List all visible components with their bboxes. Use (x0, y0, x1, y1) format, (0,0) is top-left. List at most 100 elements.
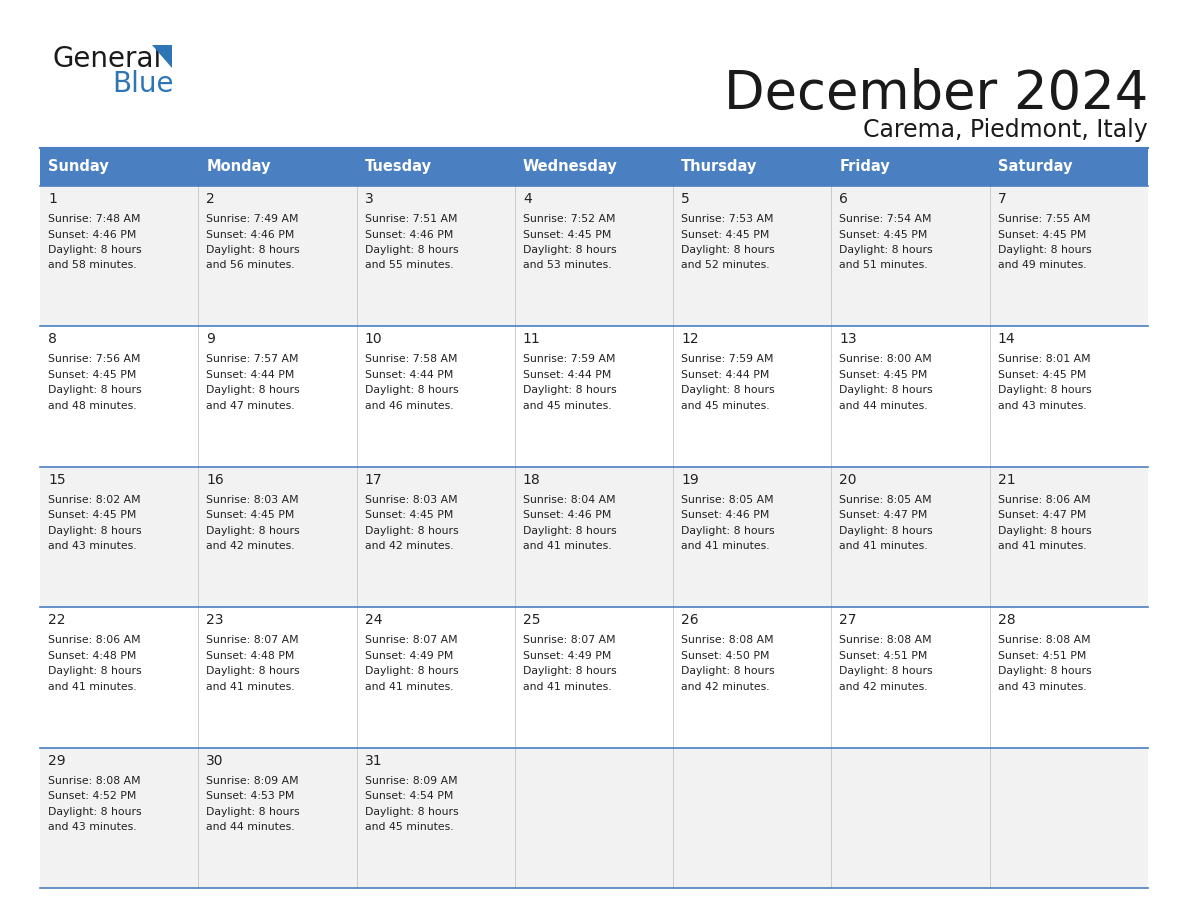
Text: 30: 30 (207, 754, 223, 767)
Bar (674, 466, 832, 607)
Text: Sunset: 4:46 PM: Sunset: 4:46 PM (681, 510, 770, 521)
Text: 4: 4 (523, 192, 531, 206)
Text: 10: 10 (365, 332, 383, 346)
Text: and 43 minutes.: and 43 minutes. (998, 682, 1086, 691)
Text: Sunrise: 7:58 AM: Sunrise: 7:58 AM (365, 354, 457, 364)
Text: Sunrise: 7:52 AM: Sunrise: 7:52 AM (523, 214, 615, 224)
Text: and 45 minutes.: and 45 minutes. (365, 823, 453, 832)
Text: Sunset: 4:45 PM: Sunset: 4:45 PM (523, 230, 612, 240)
Text: Sunset: 4:44 PM: Sunset: 4:44 PM (207, 370, 295, 380)
Text: 28: 28 (998, 613, 1016, 627)
Text: 2: 2 (207, 192, 215, 206)
Text: 22: 22 (48, 613, 65, 627)
Text: Sunset: 4:44 PM: Sunset: 4:44 PM (681, 370, 770, 380)
Bar (832, 148, 990, 186)
Bar (674, 186, 832, 327)
Bar (990, 148, 1148, 186)
Text: 24: 24 (365, 613, 383, 627)
Text: 23: 23 (207, 613, 223, 627)
Text: Sunset: 4:47 PM: Sunset: 4:47 PM (998, 510, 1086, 521)
Text: Daylight: 8 hours: Daylight: 8 hours (48, 526, 141, 536)
Text: 14: 14 (998, 332, 1016, 346)
Bar (832, 607, 990, 747)
Text: Daylight: 8 hours: Daylight: 8 hours (840, 386, 933, 396)
Text: Sunset: 4:45 PM: Sunset: 4:45 PM (840, 230, 928, 240)
Text: and 47 minutes.: and 47 minutes. (207, 401, 295, 411)
Bar (514, 466, 674, 607)
Bar (832, 466, 990, 607)
Text: 12: 12 (681, 332, 699, 346)
Text: Sunrise: 8:09 AM: Sunrise: 8:09 AM (207, 776, 299, 786)
Text: 27: 27 (840, 613, 857, 627)
Text: and 42 minutes.: and 42 minutes. (207, 542, 295, 552)
Text: and 55 minutes.: and 55 minutes. (365, 261, 453, 271)
Text: and 44 minutes.: and 44 minutes. (840, 401, 928, 411)
Text: 1: 1 (48, 192, 57, 206)
Text: Sunset: 4:45 PM: Sunset: 4:45 PM (365, 510, 453, 521)
Bar (356, 186, 514, 327)
Bar (356, 747, 514, 888)
Bar (832, 327, 990, 466)
Text: Sunset: 4:46 PM: Sunset: 4:46 PM (365, 230, 453, 240)
Text: Sunrise: 8:01 AM: Sunrise: 8:01 AM (998, 354, 1091, 364)
Text: Sunset: 4:45 PM: Sunset: 4:45 PM (840, 370, 928, 380)
Bar (832, 747, 990, 888)
Text: and 41 minutes.: and 41 minutes. (523, 542, 612, 552)
Text: 21: 21 (998, 473, 1016, 487)
Text: Daylight: 8 hours: Daylight: 8 hours (998, 245, 1092, 255)
Text: Daylight: 8 hours: Daylight: 8 hours (48, 386, 141, 396)
Text: and 41 minutes.: and 41 minutes. (840, 542, 928, 552)
Bar (40, 747, 198, 888)
Text: Daylight: 8 hours: Daylight: 8 hours (365, 666, 459, 677)
Bar (198, 607, 356, 747)
Bar (674, 747, 832, 888)
Text: Sunrise: 8:07 AM: Sunrise: 8:07 AM (207, 635, 299, 645)
Text: Sunrise: 8:07 AM: Sunrise: 8:07 AM (365, 635, 457, 645)
Text: and 41 minutes.: and 41 minutes. (48, 682, 137, 691)
Text: Sunrise: 8:09 AM: Sunrise: 8:09 AM (365, 776, 457, 786)
Text: 3: 3 (365, 192, 373, 206)
Text: and 41 minutes.: and 41 minutes. (681, 542, 770, 552)
Text: Daylight: 8 hours: Daylight: 8 hours (365, 386, 459, 396)
Text: and 56 minutes.: and 56 minutes. (207, 261, 295, 271)
Bar (674, 148, 832, 186)
Text: 15: 15 (48, 473, 65, 487)
Text: Sunset: 4:51 PM: Sunset: 4:51 PM (840, 651, 928, 661)
Text: and 43 minutes.: and 43 minutes. (48, 542, 137, 552)
Text: 6: 6 (840, 192, 848, 206)
Text: 19: 19 (681, 473, 699, 487)
Bar (40, 186, 198, 327)
Text: Daylight: 8 hours: Daylight: 8 hours (48, 666, 141, 677)
Text: Daylight: 8 hours: Daylight: 8 hours (207, 526, 299, 536)
Text: Daylight: 8 hours: Daylight: 8 hours (207, 245, 299, 255)
Bar (198, 148, 356, 186)
Text: Sunrise: 8:08 AM: Sunrise: 8:08 AM (681, 635, 773, 645)
Text: Sunrise: 8:05 AM: Sunrise: 8:05 AM (840, 495, 933, 505)
Text: Daylight: 8 hours: Daylight: 8 hours (998, 526, 1092, 536)
Text: 20: 20 (840, 473, 857, 487)
Text: Sunset: 4:45 PM: Sunset: 4:45 PM (998, 230, 1086, 240)
Polygon shape (152, 45, 172, 68)
Text: Sunrise: 8:05 AM: Sunrise: 8:05 AM (681, 495, 773, 505)
Text: and 41 minutes.: and 41 minutes. (998, 542, 1086, 552)
Text: Daylight: 8 hours: Daylight: 8 hours (207, 666, 299, 677)
Text: Daylight: 8 hours: Daylight: 8 hours (48, 245, 141, 255)
Text: Daylight: 8 hours: Daylight: 8 hours (840, 666, 933, 677)
Text: Daylight: 8 hours: Daylight: 8 hours (681, 526, 775, 536)
Text: Sunrise: 7:49 AM: Sunrise: 7:49 AM (207, 214, 299, 224)
Text: Tuesday: Tuesday (365, 160, 431, 174)
Text: Daylight: 8 hours: Daylight: 8 hours (523, 245, 617, 255)
Text: and 44 minutes.: and 44 minutes. (207, 823, 295, 832)
Text: Sunset: 4:45 PM: Sunset: 4:45 PM (207, 510, 295, 521)
Text: Sunrise: 8:03 AM: Sunrise: 8:03 AM (365, 495, 457, 505)
Text: and 41 minutes.: and 41 minutes. (207, 682, 295, 691)
Bar (990, 327, 1148, 466)
Text: Daylight: 8 hours: Daylight: 8 hours (681, 666, 775, 677)
Text: Sunset: 4:44 PM: Sunset: 4:44 PM (365, 370, 453, 380)
Text: Sunrise: 8:07 AM: Sunrise: 8:07 AM (523, 635, 615, 645)
Bar (198, 747, 356, 888)
Bar (40, 466, 198, 607)
Text: Daylight: 8 hours: Daylight: 8 hours (523, 386, 617, 396)
Text: Daylight: 8 hours: Daylight: 8 hours (365, 526, 459, 536)
Bar (514, 607, 674, 747)
